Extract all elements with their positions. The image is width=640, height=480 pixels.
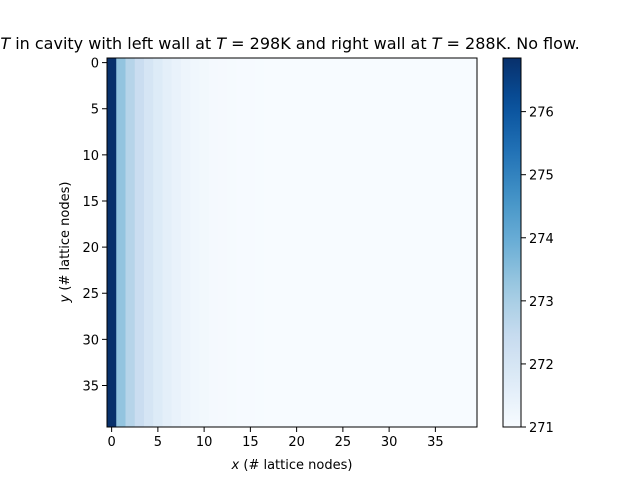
heatmap-column [153,58,163,427]
heatmap-column [255,58,265,427]
heatmap-column [375,58,385,427]
heatmap-column [116,58,126,427]
heatmap-column [245,58,256,427]
heatmap-column [144,58,154,427]
heatmap-column [356,58,367,427]
x-tick-label: 35 [427,435,444,450]
heatmap-column [467,58,478,427]
heatmap-column [319,58,330,427]
heatmap-column [125,58,136,427]
heatmap-column [421,58,432,427]
colorbar-ticks: 271 272 273 274 275 276 [521,106,554,436]
x-tick-label: 0 [107,435,115,450]
x-axis-label: x (# lattice nodes) [231,458,353,473]
y-tick-label: 30 [82,333,99,348]
y-tick-label: 10 [82,149,99,164]
colorbar-tick-label: 274 [529,232,554,247]
heatmap-column [301,58,311,427]
x-tick-label: 30 [381,435,398,450]
heatmap-column [440,58,450,427]
heatmap-cells [107,58,478,427]
heatmap-column [190,58,200,427]
x-tick-label: 5 [154,435,162,450]
heatmap-column [412,58,422,427]
heatmap-column [162,58,173,427]
y-tick-label: 0 [91,57,99,72]
heatmap-column [449,58,459,427]
heatmap-column [347,58,358,427]
y-tick-label: 15 [82,195,99,210]
colorbar-tick-label: 272 [529,358,554,373]
heatmap-column [134,58,145,427]
heatmap-column [227,58,237,427]
heatmap-column [107,58,117,427]
heatmap-column [236,58,247,427]
chart-title: T in cavity with left wall at T = 298K a… [0,34,579,53]
heatmap-column [171,58,182,427]
heatmap-column [403,58,413,427]
heatmap-column [273,58,284,427]
x-axis-ticks: 0 5 10 15 20 25 30 35 [107,427,444,450]
colorbar-tick-label: 271 [529,421,554,436]
heatmap-column [310,58,321,427]
heatmap-column [338,58,348,427]
heatmap-column [366,58,376,427]
heatmap-column [218,58,228,427]
heatmap-column [264,58,274,427]
heatmap-column [199,58,210,427]
colorbar-tick-label: 275 [529,169,554,184]
x-tick-label: 15 [242,435,259,450]
y-tick-label: 5 [91,103,99,118]
heatmap-column [292,58,302,427]
x-tick-label: 20 [288,435,305,450]
colorbar-tick-label: 276 [529,106,554,121]
y-tick-label: 35 [82,379,99,394]
heatmap-column [208,58,219,427]
y-tick-label: 25 [82,287,99,302]
x-tick-label: 25 [335,435,352,450]
y-tick-label: 20 [82,241,99,256]
heatmap-column [282,58,293,427]
colorbar-tick-label: 273 [529,295,554,310]
x-tick-label: 10 [196,435,213,450]
heatmap-column [393,58,404,427]
heatmap-column [181,58,191,427]
heatmap-column [430,58,441,427]
y-axis-label: y (# lattice nodes) [58,182,73,304]
plot-frame [106,57,478,428]
colorbar [502,57,522,428]
heatmap-column [384,58,395,427]
y-axis-ticks: 0 5 10 15 20 25 30 35 [82,57,107,394]
heatmap-column [329,58,339,427]
heatmap-column [458,58,469,427]
